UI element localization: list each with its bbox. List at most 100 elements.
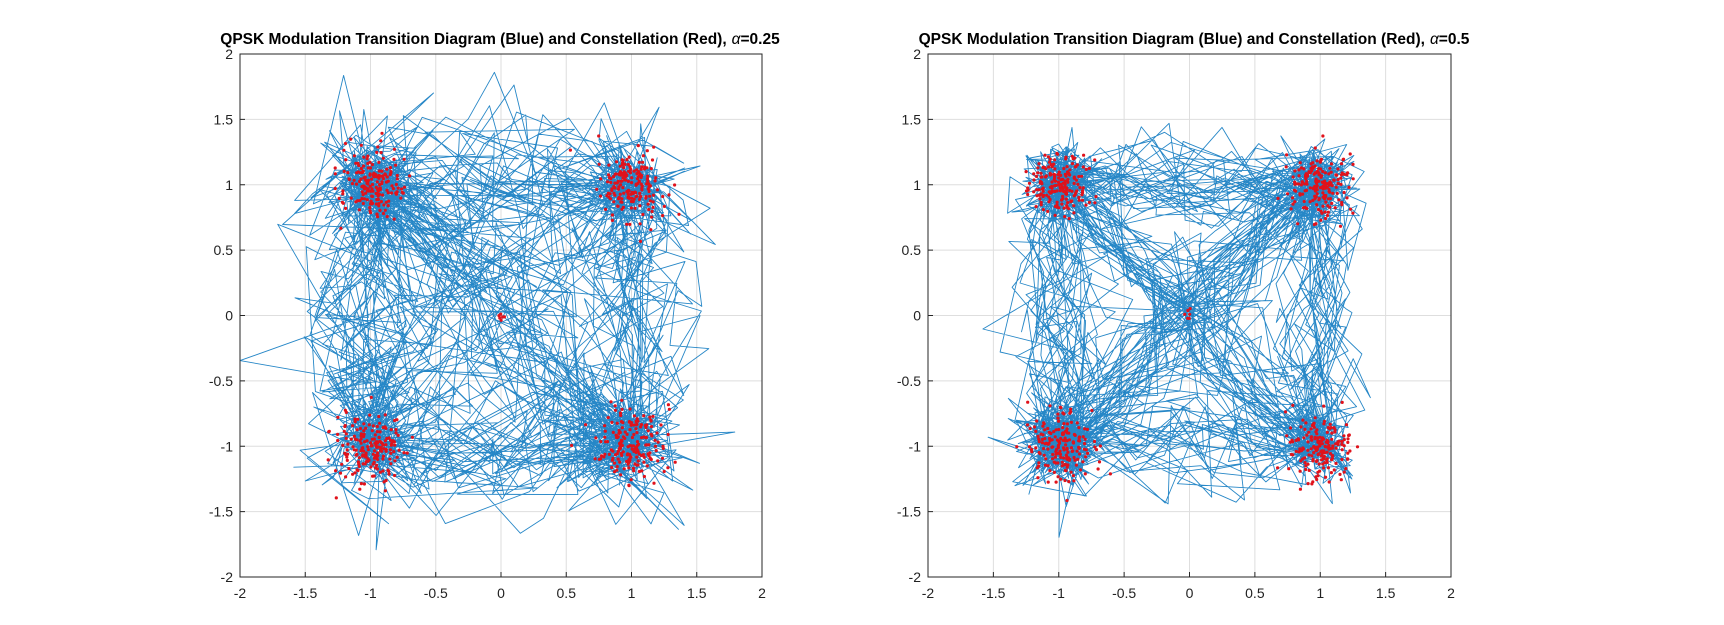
constellation-point: [1065, 204, 1069, 208]
constellation-point: [384, 447, 388, 452]
constellation-point: [1312, 222, 1316, 227]
constellation-point: [1081, 165, 1085, 169]
constellation-point: [353, 420, 357, 424]
constellation-point: [615, 160, 619, 164]
constellation-point: [400, 187, 404, 191]
constellation-point: [385, 188, 389, 192]
constellation-point: [358, 426, 363, 431]
constellation-point: [356, 417, 360, 421]
constellation-point: [1307, 453, 1311, 457]
constellation-point: [1061, 446, 1066, 450]
constellation-point: [1321, 466, 1326, 470]
x-tick-label: -1.5: [981, 585, 1005, 601]
constellation-point: [385, 215, 389, 219]
constellation-point: [1315, 192, 1319, 196]
constellation-point: [1301, 446, 1305, 450]
constellation-point: [621, 161, 625, 165]
constellation-point: [383, 413, 387, 417]
constellation-point: [378, 430, 382, 434]
constellation-point: [1342, 438, 1346, 442]
constellation-point: [1328, 452, 1333, 456]
constellation-point: [1049, 173, 1053, 177]
constellation-point: [1069, 420, 1073, 424]
constellation-point: [1064, 192, 1069, 196]
constellation-point: [617, 428, 621, 433]
constellation-point: [1026, 400, 1030, 404]
constellation-point: [1062, 422, 1066, 426]
constellation-point: [354, 182, 359, 186]
constellation-point: [354, 448, 358, 452]
constellation-point: [662, 204, 667, 208]
constellation-point: [1333, 430, 1337, 434]
constellation-point: [370, 194, 374, 199]
constellation-point: [1057, 170, 1061, 174]
constellation-point: [359, 432, 363, 436]
constellation-point: [341, 189, 345, 193]
constellation-point: [1039, 432, 1043, 436]
constellation-point: [1326, 197, 1330, 201]
constellation-point: [613, 193, 617, 197]
constellation-point: [1048, 157, 1052, 161]
constellation-point: [607, 173, 611, 177]
constellation-point: [1080, 198, 1085, 202]
constellation-point: [1340, 457, 1344, 462]
constellation-point: [1303, 456, 1307, 460]
constellation-point: [1057, 439, 1061, 443]
constellation-point: [619, 451, 624, 455]
constellation-point: [373, 433, 377, 437]
constellation-point: [1346, 457, 1350, 461]
constellation-point: [1081, 189, 1085, 193]
constellation-point: [646, 174, 650, 178]
constellation-point: [1075, 421, 1079, 425]
constellation-point: [350, 182, 354, 186]
x-tick-label: 1: [628, 585, 636, 601]
constellation-point: [339, 226, 343, 230]
constellation-point: [368, 206, 372, 210]
constellation-point: [1037, 193, 1042, 197]
constellation-point: [612, 175, 616, 179]
constellation-point: [381, 457, 385, 461]
constellation-point: [359, 482, 363, 486]
constellation-point: [622, 191, 626, 195]
constellation-point: [1086, 451, 1090, 455]
constellation-point: [388, 457, 392, 461]
constellation-point: [626, 179, 631, 183]
constellation-point: [619, 413, 623, 418]
y-tick-label: -2: [221, 569, 234, 585]
constellation-point: [603, 429, 607, 433]
constellation-point: [362, 187, 367, 191]
constellation-point: [385, 436, 389, 441]
constellation-point: [1065, 188, 1069, 192]
constellation-point: [375, 463, 379, 467]
constellation-point: [1310, 454, 1314, 458]
constellation-point: [647, 207, 651, 212]
constellation-point: [359, 166, 363, 171]
constellation-point: [349, 437, 353, 441]
constellation-point: [1054, 428, 1058, 432]
constellation-point: [366, 182, 370, 186]
constellation-point: [376, 215, 380, 219]
constellation-point: [1062, 206, 1066, 210]
constellation-point: [1325, 460, 1329, 464]
constellation-point: [368, 166, 373, 170]
constellation-point: [1062, 456, 1066, 460]
x-tick-label: -0.5: [1112, 585, 1136, 601]
constellation-point: [1326, 426, 1330, 430]
constellation-point: [1096, 467, 1100, 471]
constellation-point: [635, 431, 639, 435]
constellation-point: [338, 471, 343, 475]
constellation-point: [1325, 430, 1329, 434]
constellation-point: [1047, 195, 1051, 199]
constellation-point: [1098, 444, 1102, 448]
constellation-point: [1336, 442, 1340, 447]
constellation-point: [1063, 185, 1067, 189]
constellation-point: [660, 456, 665, 460]
constellation-point: [375, 180, 379, 184]
constellation-point: [620, 179, 624, 183]
constellation-point: [389, 438, 393, 442]
x-tick-label: 1.5: [1376, 585, 1396, 601]
constellation-point: [629, 206, 634, 210]
constellation-point: [634, 194, 639, 198]
constellation-point: [570, 443, 574, 448]
constellation-point: [1070, 154, 1074, 158]
